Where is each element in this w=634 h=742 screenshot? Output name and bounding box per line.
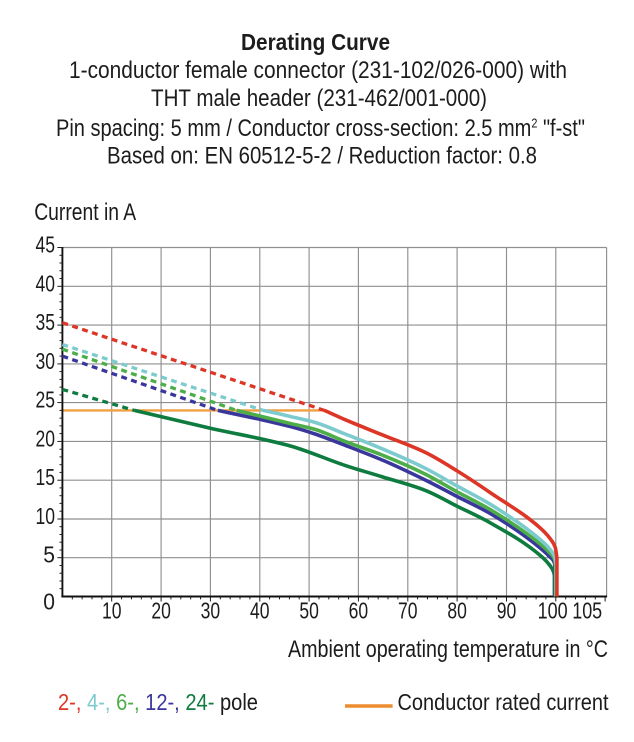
svg-text:40: 40	[36, 270, 56, 296]
svg-text:2-, 4-, 6-, 12-, 24- pole: 2-, 4-, 6-, 12-, 24- pole	[58, 689, 258, 715]
svg-text:15: 15	[36, 464, 56, 490]
svg-text:Pin spacing: 5 mm / Conductor: Pin spacing: 5 mm / Conductor cross-sect…	[56, 115, 585, 142]
svg-text:45: 45	[36, 232, 56, 258]
svg-text:35: 35	[36, 309, 56, 335]
svg-text:Ambient operating temperature: Ambient operating temperature in °C	[288, 636, 608, 663]
svg-text:THT male header (231-462/001-0: THT male header (231-462/001-000)	[151, 85, 487, 112]
svg-text:90: 90	[497, 597, 517, 623]
svg-text:60: 60	[349, 597, 369, 623]
svg-text:70: 70	[398, 597, 418, 623]
svg-text:25: 25	[36, 387, 56, 413]
svg-text:20: 20	[151, 597, 171, 623]
svg-text:30: 30	[201, 597, 221, 623]
svg-text:Derating Curve: Derating Curve	[241, 29, 390, 55]
svg-text:0: 0	[43, 589, 55, 615]
svg-text:40: 40	[250, 597, 270, 623]
svg-text:10: 10	[102, 597, 122, 623]
svg-text:80: 80	[447, 597, 467, 623]
svg-text:Based on: EN 60512-5-2 / Reduc: Based on: EN 60512-5-2 / Reduction facto…	[107, 143, 537, 170]
svg-text:Conductor rated current: Conductor rated current	[398, 689, 609, 715]
svg-text:100: 100	[538, 597, 568, 623]
svg-text:1-conductor female connector (: 1-conductor female connector (231-102/02…	[69, 57, 567, 84]
svg-text:20: 20	[36, 425, 56, 451]
svg-text:Current in A: Current in A	[34, 199, 136, 226]
svg-text:5: 5	[43, 542, 55, 568]
svg-text:10: 10	[36, 503, 56, 529]
svg-text:105: 105	[572, 597, 602, 623]
svg-text:50: 50	[299, 597, 319, 623]
svg-text:30: 30	[36, 348, 56, 374]
